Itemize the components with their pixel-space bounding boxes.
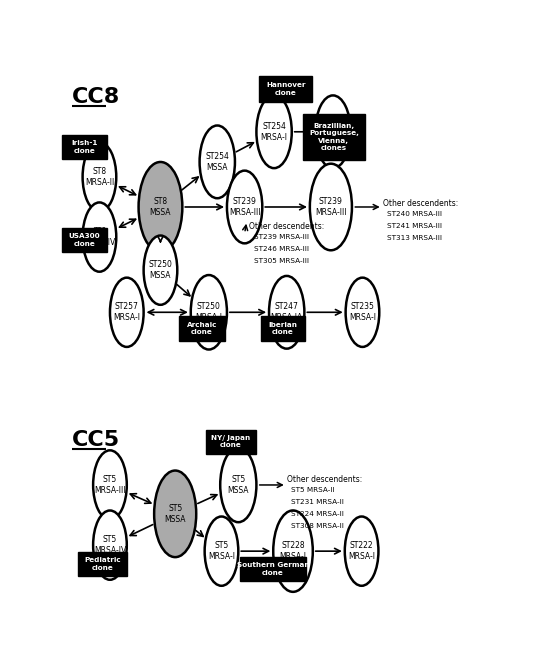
Text: ST5
MRSA-IV: ST5 MRSA-IV [94,535,126,555]
Text: ST254
MSSA: ST254 MSSA [205,152,229,172]
Text: ST254
MRSA-IV: ST254 MRSA-IV [317,122,349,142]
Text: ST8
MRSA-IV: ST8 MRSA-IV [83,227,116,247]
FancyBboxPatch shape [260,77,312,101]
Ellipse shape [154,470,196,557]
Ellipse shape [273,511,313,592]
FancyBboxPatch shape [261,317,305,341]
Ellipse shape [93,511,127,580]
Text: Archaic
clone: Archaic clone [187,322,217,335]
Ellipse shape [93,450,127,519]
Ellipse shape [83,202,116,271]
Text: Hannover
clone: Hannover clone [266,82,305,96]
Text: ST308 MRSA-II: ST308 MRSA-II [291,523,344,529]
Ellipse shape [138,162,182,252]
Ellipse shape [200,126,235,198]
FancyBboxPatch shape [179,317,225,341]
Text: ST235
MRSA-I: ST235 MRSA-I [349,302,376,323]
Text: ST8
MSSA: ST8 MSSA [150,197,171,217]
Text: ST5
MSSA: ST5 MSSA [228,475,249,495]
Text: ST241 MRSA-III: ST241 MRSA-III [387,222,442,228]
Text: ST240 MRSA-III: ST240 MRSA-III [387,210,442,216]
Text: ST5
MRSA-III: ST5 MRSA-III [94,475,126,495]
Text: ST239
MRSA-III: ST239 MRSA-III [315,197,346,217]
Text: ST231 MRSA-II: ST231 MRSA-II [291,499,344,505]
Text: ST5 MRSA-II: ST5 MRSA-II [291,487,334,493]
Text: ST8
MRSA-II: ST8 MRSA-II [85,167,114,187]
Text: CC5: CC5 [72,429,120,450]
Ellipse shape [346,278,379,347]
Ellipse shape [220,448,256,522]
Text: ST313 MRSA-III: ST313 MRSA-III [387,235,442,241]
Text: ST5
MRSA-I: ST5 MRSA-I [208,541,235,561]
Ellipse shape [83,142,116,212]
Text: ST222
MRSA-I: ST222 MRSA-I [348,541,375,561]
Ellipse shape [191,275,227,349]
Text: Other descendents:: Other descendents: [287,474,362,484]
Text: Other descendents:: Other descendents: [249,222,324,231]
Text: ST250
MSSA: ST250 MSSA [149,260,172,280]
FancyBboxPatch shape [241,557,306,581]
Ellipse shape [256,95,292,168]
Text: ST246 MRSA-III: ST246 MRSA-III [254,246,309,252]
Ellipse shape [315,95,351,168]
Text: Brazillian,
Portuguese,
Vienna,
clones: Brazillian, Portuguese, Vienna, clones [309,123,359,151]
Ellipse shape [143,235,177,305]
Text: CC8: CC8 [72,87,121,107]
FancyBboxPatch shape [61,135,107,159]
Text: ST250
MRSA-I: ST250 MRSA-I [195,302,222,323]
FancyBboxPatch shape [206,429,256,454]
Text: ST224 MRSA-II: ST224 MRSA-II [291,511,344,517]
Ellipse shape [227,171,262,243]
Text: ST239 MRSA-III: ST239 MRSA-III [254,234,309,240]
Text: Iberian
clone: Iberian clone [268,322,297,335]
Text: Irish-1
clone: Irish-1 clone [71,140,98,154]
Ellipse shape [269,276,305,349]
Text: Other descendents:: Other descendents: [383,198,458,208]
Text: Southern German
clone: Southern German clone [237,562,310,576]
FancyBboxPatch shape [61,228,107,252]
Text: ST239
MRSA-III: ST239 MRSA-III [229,197,261,217]
Ellipse shape [345,517,378,586]
Text: Pediatric
clone: Pediatric clone [84,557,121,571]
Text: ST305 MRSA-III: ST305 MRSA-III [254,258,309,264]
Text: ST5
MSSA: ST5 MSSA [165,504,186,524]
Ellipse shape [110,278,143,347]
FancyBboxPatch shape [302,114,365,160]
Text: ST247
MRSA-IA: ST247 MRSA-IA [270,302,303,323]
FancyBboxPatch shape [78,552,127,576]
Ellipse shape [205,517,238,586]
Text: ST257
MRSA-I: ST257 MRSA-I [113,302,140,323]
Ellipse shape [310,164,352,250]
Text: ST254
MRSA-I: ST254 MRSA-I [261,122,288,142]
Text: USA300
clone: USA300 clone [68,233,100,247]
Text: NY/ Japan
clone: NY/ Japan clone [211,435,250,448]
Text: ST228
MRSA-I: ST228 MRSA-I [280,541,306,561]
